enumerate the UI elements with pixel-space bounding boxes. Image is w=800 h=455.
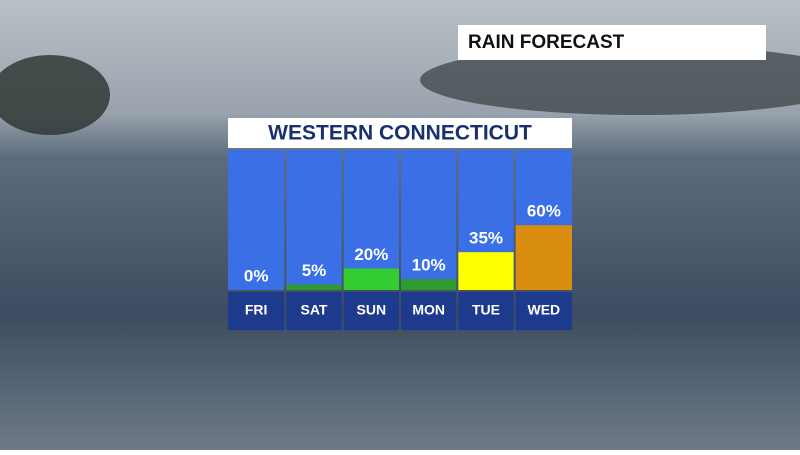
- bar: [458, 252, 514, 290]
- value-label: 60%: [527, 202, 561, 221]
- category-band: [401, 292, 457, 330]
- category-band: [286, 292, 342, 330]
- bar: [401, 279, 457, 290]
- chart-title: WESTERN CONNECTICUT: [268, 122, 532, 145]
- x-tick-label: SAT: [301, 302, 328, 318]
- header-title: RAIN FORECAST: [468, 32, 625, 53]
- value-label: 10%: [412, 256, 446, 275]
- column: [401, 150, 457, 290]
- category-band: [458, 292, 514, 330]
- bar: [343, 268, 399, 290]
- header-box: [458, 25, 766, 60]
- background-shape: [0, 55, 110, 135]
- x-tick-label: FRI: [245, 302, 268, 318]
- category-band: [515, 292, 572, 330]
- bar: [515, 225, 572, 290]
- column: [286, 150, 342, 290]
- x-tick-label: TUE: [472, 302, 500, 318]
- x-tick-label: MON: [412, 302, 445, 318]
- value-label: 20%: [354, 245, 388, 264]
- value-label: 5%: [302, 261, 327, 280]
- value-label: 0%: [244, 266, 269, 285]
- column: [343, 150, 399, 290]
- background-shape: [420, 45, 800, 115]
- column: [228, 150, 285, 290]
- value-label: 35%: [469, 229, 503, 248]
- x-tick-label: SUN: [357, 302, 387, 318]
- bar: [286, 284, 342, 290]
- category-band: [228, 292, 285, 330]
- title-box: [228, 118, 572, 148]
- category-band: [343, 292, 399, 330]
- x-tick-label: WED: [527, 302, 560, 318]
